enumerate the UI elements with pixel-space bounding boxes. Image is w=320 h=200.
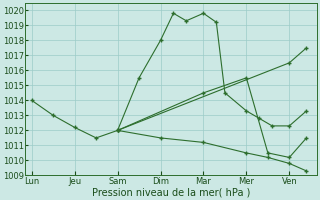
X-axis label: Pression niveau de la mer( hPa ): Pression niveau de la mer( hPa ) [92, 187, 251, 197]
